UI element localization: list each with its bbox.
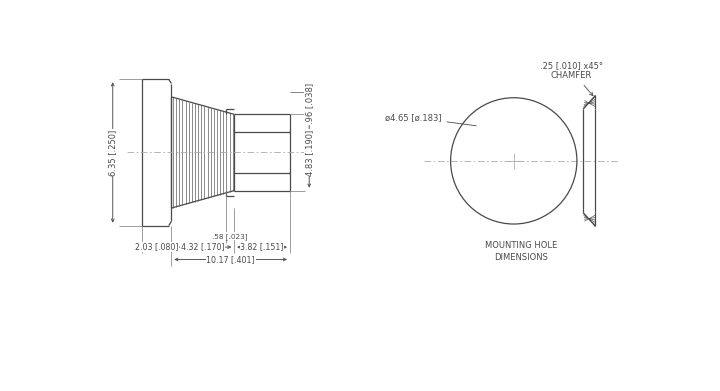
- Text: .96 [.038]: .96 [.038]: [305, 83, 314, 124]
- Text: ø4.65 [ø.183]: ø4.65 [ø.183]: [384, 113, 476, 126]
- Text: 2.03 [.080]: 2.03 [.080]: [135, 243, 179, 252]
- Text: 4.32 [.170]: 4.32 [.170]: [181, 243, 225, 252]
- Text: MOUNTING HOLE
DIMENSIONS: MOUNTING HOLE DIMENSIONS: [485, 241, 557, 262]
- Text: .58 [.023]: .58 [.023]: [212, 233, 248, 240]
- Text: 6.35 [.250]: 6.35 [.250]: [108, 129, 117, 176]
- Text: 10.17 [.401]: 10.17 [.401]: [207, 255, 255, 264]
- Text: 3.82 [.151]: 3.82 [.151]: [240, 243, 284, 252]
- Text: 4.83 [.190]: 4.83 [.190]: [305, 129, 314, 176]
- Text: .25 [.010] x45°
CHAMFER: .25 [.010] x45° CHAMFER: [540, 61, 603, 96]
